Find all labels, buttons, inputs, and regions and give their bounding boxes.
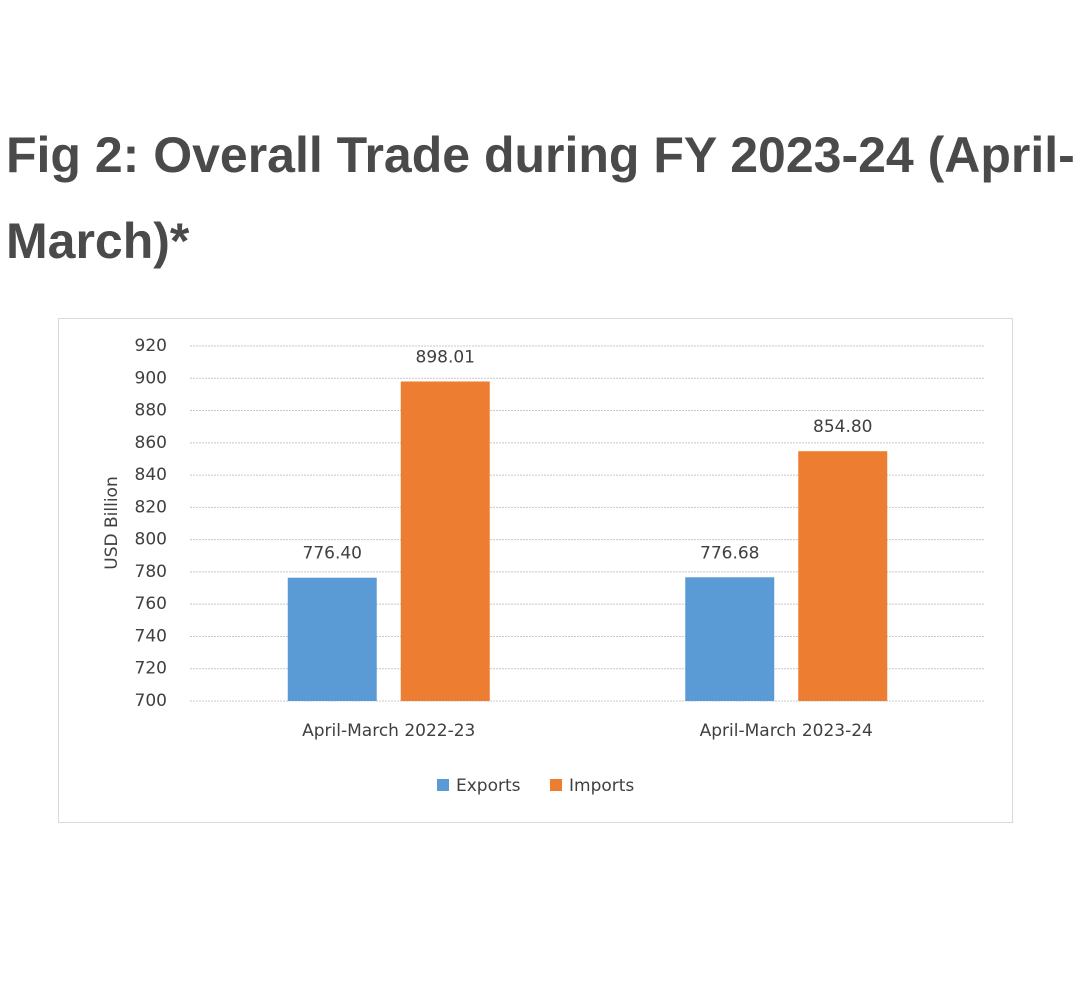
y-tick-label: 700 — [135, 691, 167, 711]
y-tick-label: 780 — [135, 562, 167, 582]
y-tick-label: 880 — [135, 401, 167, 421]
y-tick-label: 800 — [135, 530, 167, 550]
value-label: 854.80 — [813, 417, 872, 437]
legend-label: Exports — [456, 776, 521, 796]
x-tick-label: April-March 2023-24 — [700, 721, 873, 741]
value-label: 898.01 — [416, 347, 475, 367]
y-tick-label: 740 — [135, 626, 167, 646]
legend-swatch — [437, 779, 449, 791]
value-label: 776.40 — [303, 544, 362, 564]
value-label: 776.68 — [700, 543, 759, 563]
y-axis-label: USD Billion — [102, 476, 122, 569]
x-tick-label: April-March 2022-23 — [302, 721, 475, 741]
bar — [287, 577, 377, 701]
bar — [685, 577, 775, 701]
legend-label: Imports — [569, 776, 634, 796]
y-tick-label: 860 — [135, 433, 167, 453]
chart-title: Fig 2: Overall Trade during FY 2023-24 (… — [6, 127, 1075, 269]
bar — [400, 381, 490, 701]
bar — [798, 451, 888, 701]
y-tick-label: 820 — [135, 497, 167, 517]
y-tick-label: 900 — [135, 368, 167, 388]
y-tick-label: 720 — [135, 659, 167, 679]
y-tick-label: 760 — [135, 594, 167, 614]
y-tick-label: 840 — [135, 465, 167, 485]
y-tick-label: 920 — [135, 336, 167, 356]
legend-swatch — [550, 779, 562, 791]
